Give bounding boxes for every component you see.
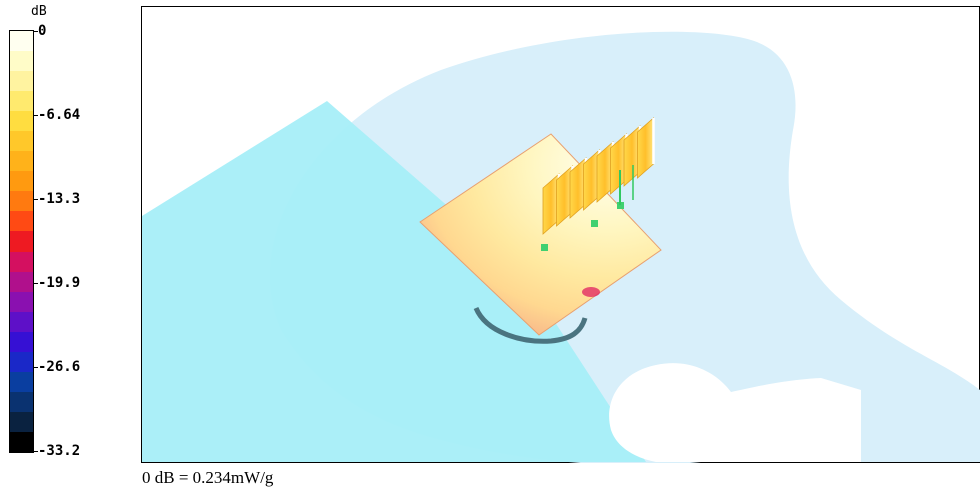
colorbar-band (10, 311, 33, 333)
sar-scan-plane (419, 133, 662, 336)
colorbar-tick-mark (33, 367, 38, 368)
colorbar-band (10, 211, 33, 233)
colorbar-band (10, 111, 33, 132)
colorbar-tick-label: -33.2 (38, 443, 81, 459)
colorbar-band (10, 431, 33, 453)
probe-point (541, 244, 548, 251)
colorbar-tick-mark (33, 283, 38, 284)
colorbar-tick-mark (33, 451, 38, 452)
colorbar-unit: dB (31, 4, 47, 19)
colorbar-tick-label: -13.3 (38, 191, 81, 207)
colorbar-band (10, 71, 33, 92)
sar-hotspot (582, 287, 600, 297)
colorbar-band (10, 391, 33, 413)
sar-plot (141, 6, 980, 463)
colorbar-band (10, 331, 33, 353)
colorbar-tick-mark (33, 31, 38, 32)
colorbar-tick-mark (33, 115, 38, 116)
colorbar-band (10, 291, 33, 313)
colorbar-legend: dB 0 -6.64 -13.3 -19.9 -26.6 -33.2 (0, 0, 140, 470)
phantom-cutout (609, 363, 861, 462)
colorbar-band (10, 171, 33, 192)
colorbar-band (10, 151, 33, 172)
colorbar-band (10, 91, 33, 112)
probe-point (591, 220, 598, 227)
phantom-plane (142, 101, 646, 462)
colorbar-band (10, 31, 33, 52)
colorbar-tick-label: 0 (38, 23, 47, 39)
colorbar-tick-label: -19.9 (38, 275, 81, 291)
colorbar-band (10, 251, 33, 273)
colorbar-band (10, 411, 33, 433)
colorbar-tick-label: -26.6 (38, 359, 81, 375)
colorbar-band (10, 351, 33, 373)
colorbar-gradient (9, 30, 34, 453)
probe-point (617, 202, 624, 209)
device-base (473, 306, 588, 344)
colorbar-band (10, 231, 33, 253)
colorbar-band (10, 131, 33, 152)
colorbar-band (10, 51, 33, 72)
colorbar-band (10, 271, 33, 293)
colorbar-tick-label: -6.64 (38, 107, 81, 123)
reference-note: 0 dB = 0.234mW/g (142, 468, 274, 487)
sar-slices (542, 117, 655, 235)
colorbar-tick-mark (33, 199, 38, 200)
colorbar-band (10, 191, 33, 213)
colorbar-band (10, 371, 33, 393)
